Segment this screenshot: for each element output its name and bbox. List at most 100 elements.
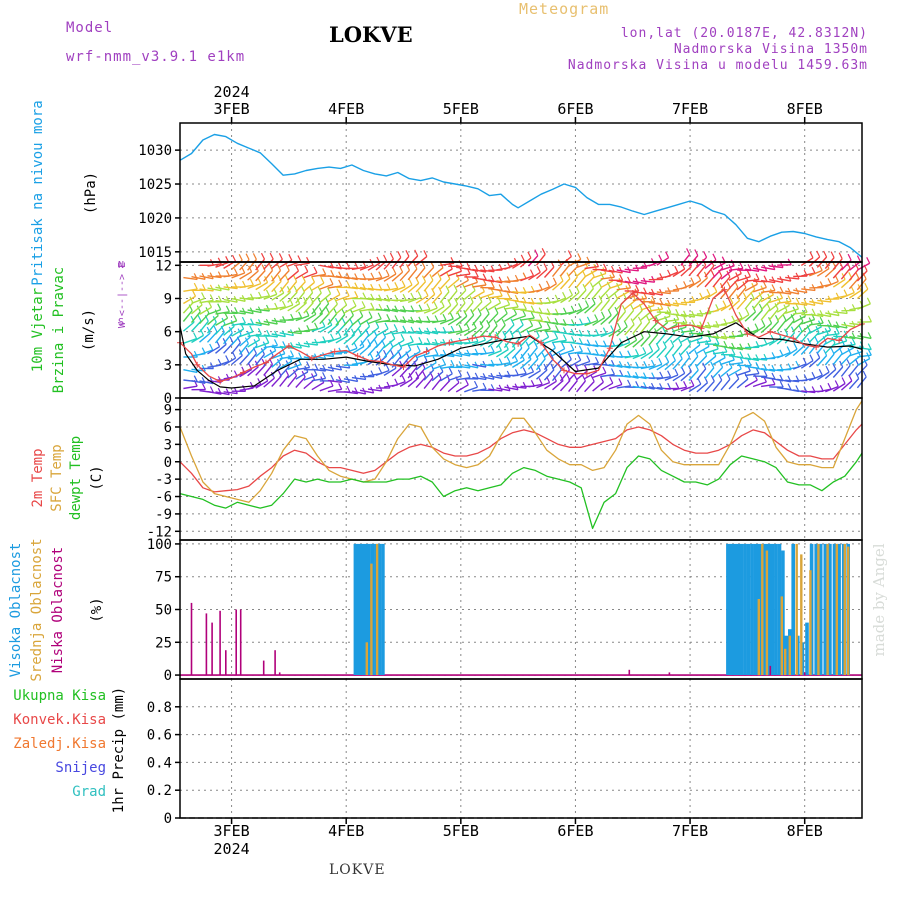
wind-barb-feather	[643, 261, 648, 269]
wind-barb-feather	[522, 272, 527, 279]
wind-barb-feather	[265, 304, 271, 312]
wind-barb-feather	[595, 329, 600, 336]
wind-barb	[247, 339, 260, 348]
wind-barb	[640, 350, 653, 360]
wind-barb-feather	[713, 285, 718, 293]
wind-barb-feather	[863, 358, 868, 366]
wind-barb	[760, 299, 772, 311]
wind-barb-feather	[487, 295, 492, 303]
wind-barb	[431, 306, 445, 315]
wind-barb	[512, 315, 526, 322]
wind-barb-feather	[241, 307, 247, 315]
wind-barb	[568, 359, 582, 368]
wind-barb	[704, 367, 715, 380]
high-cloud-bar	[363, 543, 368, 675]
wind-barb	[736, 370, 751, 376]
wind-barb	[343, 391, 358, 395]
mid-cloud-bar	[809, 570, 812, 676]
wind-barb-feather	[466, 262, 471, 270]
wind-barb	[809, 300, 824, 305]
high-cloud-bar	[367, 543, 371, 675]
wind-barb-feather	[506, 292, 511, 299]
wind-barb	[191, 304, 203, 315]
wind-barb	[367, 326, 380, 338]
wind-barb	[752, 291, 765, 301]
wind-barb	[857, 303, 871, 310]
wind-barb-feather	[482, 382, 487, 390]
wind-barb	[568, 351, 583, 355]
wind-barb-feather	[823, 250, 828, 258]
wind-barb	[407, 350, 421, 360]
precip-axis-title: 1hr Precip (mm)	[111, 687, 127, 813]
wind-barb	[351, 376, 366, 381]
wind-barb-feather	[270, 275, 275, 282]
mid-cloud-bar	[370, 563, 373, 676]
x-year-label-bottom: 2024	[214, 840, 250, 858]
wind-barb	[616, 269, 631, 274]
wind-barb	[311, 273, 326, 278]
wind-barb	[584, 265, 599, 270]
mid-cloud-bar	[365, 642, 368, 676]
wind-barb-feather	[520, 353, 525, 361]
wind-barb	[207, 315, 219, 326]
wind-barb-feather	[464, 378, 469, 386]
wind-barb	[295, 343, 310, 348]
wind-barb	[431, 378, 442, 391]
wind-barb-feather	[470, 308, 475, 316]
wind-barb	[785, 276, 800, 280]
wind-barb-feather	[423, 250, 428, 257]
wind-barb	[471, 301, 483, 313]
wind-barb	[801, 390, 816, 394]
wind-barb	[359, 316, 373, 326]
wind-barb-feather	[843, 289, 848, 296]
wind-barb-feather	[393, 324, 398, 331]
wind-barb-feather	[397, 251, 402, 258]
x-tick-label-top: 5FEB	[443, 100, 479, 118]
wind-barb-feather	[754, 323, 759, 330]
wind-barb-feather	[579, 318, 584, 325]
wind-barb	[737, 346, 752, 350]
wind-barb	[792, 331, 803, 343]
wind-barb	[199, 288, 214, 292]
wind-barb	[736, 287, 747, 299]
wind-barb-feather	[469, 296, 474, 303]
wind-barb	[263, 293, 278, 300]
wind-barb	[608, 283, 623, 290]
wind-barb	[359, 286, 374, 291]
wind-barb	[512, 291, 527, 294]
precip-legend-item: Grad	[72, 784, 106, 800]
wind-barb	[520, 371, 534, 378]
wind-barb	[720, 276, 731, 289]
wind-barb-feather	[847, 253, 852, 261]
wind-barb	[183, 276, 198, 281]
wind-barb-feather	[758, 292, 763, 299]
wind-axis-title-1: 10m Vjetar	[30, 288, 46, 372]
wind-barb-feather	[834, 275, 839, 282]
wind-barb	[375, 328, 389, 337]
wind-barb	[768, 308, 779, 321]
wind-barb	[335, 304, 348, 315]
wind-barb	[359, 334, 370, 347]
wind-barb	[664, 302, 679, 307]
wind-barb	[407, 255, 419, 267]
y-tick-label: 75	[155, 570, 172, 586]
low-cloud-bar	[803, 672, 806, 675]
wind-barb	[584, 381, 595, 393]
wind-barb	[407, 366, 418, 379]
wind-barb	[455, 279, 469, 288]
wind-barb-feather	[314, 322, 319, 330]
wind-barb	[415, 267, 426, 280]
low-cloud-bar	[235, 609, 237, 676]
wind-barb	[215, 360, 229, 367]
wind-barb	[480, 363, 495, 367]
wind-barb-feather	[699, 309, 704, 317]
model-elevation-label: Nadmorska Visina u modelu 1459.63m	[567, 58, 868, 73]
wind-barb-feather	[735, 372, 740, 380]
wind-barb	[367, 335, 378, 348]
wind-barb	[511, 347, 523, 359]
wind-barb	[824, 368, 837, 380]
wind-barb	[576, 322, 591, 327]
wind-barb	[343, 296, 358, 301]
wind-barb	[559, 380, 571, 392]
wind-barb	[648, 291, 663, 296]
